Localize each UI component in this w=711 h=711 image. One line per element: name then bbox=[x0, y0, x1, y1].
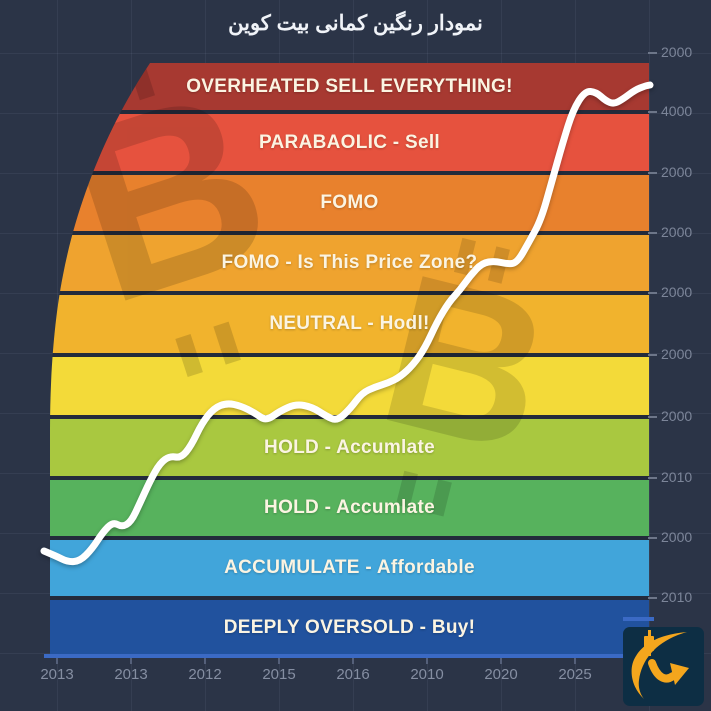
band-9 bbox=[50, 600, 649, 655]
band-label-8: ACCUMULATE - Affordable bbox=[224, 557, 475, 578]
band-label-6: HOLD - Accumlate bbox=[264, 436, 435, 458]
y-tick-label-5: 2000 bbox=[661, 346, 693, 362]
x-tick-label-0: 2013 bbox=[40, 666, 74, 683]
y-tick-label-4: 2000 bbox=[661, 284, 693, 300]
x-tick-label-1: 2013 bbox=[114, 666, 148, 683]
band-label-3: FOMO - Is This Price Zone? bbox=[221, 252, 478, 273]
x-tick-label-6: 2020 bbox=[484, 666, 518, 683]
y-tick-label-3: 2000 bbox=[661, 224, 693, 240]
band-6 bbox=[50, 419, 649, 476]
band-label-2: FOMO bbox=[320, 192, 379, 213]
y-tick-label-9: 2010 bbox=[661, 589, 693, 605]
band-label-9: DEEPLY OVERSOLD - Buy! bbox=[223, 616, 476, 638]
x-axis-line bbox=[44, 654, 652, 658]
x-tick-label-5: 2010 bbox=[410, 666, 444, 683]
x-tick-label-4: 2016 bbox=[336, 666, 370, 683]
band-3 bbox=[50, 235, 649, 291]
brand-logo-icon bbox=[631, 630, 689, 699]
band-1 bbox=[50, 114, 649, 171]
x-tick-label-3: 2015 bbox=[262, 666, 296, 683]
band-label-0: OVERHEATED SELL EVERYTHING! bbox=[186, 75, 513, 97]
band-8 bbox=[50, 540, 649, 596]
y-tick-label-1: 4000 bbox=[661, 103, 693, 119]
band-label-4: NEUTRAL - Hodl! bbox=[269, 313, 430, 334]
y-tick-label-8: 2000 bbox=[661, 529, 693, 545]
x-tick-label-7: 2025 bbox=[558, 666, 592, 683]
y-tick-label-2: 2000 bbox=[661, 164, 693, 180]
btc-price-line bbox=[40, 81, 654, 566]
y-tick-label-0: 2000 bbox=[661, 44, 693, 60]
x-tick-label-2: 2012 bbox=[188, 666, 222, 683]
band-0 bbox=[50, 63, 649, 110]
brand-logo bbox=[623, 627, 704, 706]
band-4 bbox=[50, 295, 649, 353]
band-5 bbox=[50, 357, 649, 415]
band-label-7: HOLD - Accumlate bbox=[264, 497, 435, 518]
y-tick-label-7: 2010 bbox=[661, 469, 693, 485]
axis-ticks bbox=[56, 52, 657, 664]
page-title: نمودار رنگین کمانی بیت کوین bbox=[228, 12, 483, 35]
y-tick-label-6: 2000 bbox=[661, 408, 693, 424]
band-label-1: PARABAOLIC - Sell bbox=[258, 131, 441, 153]
axis-line-fragment bbox=[623, 617, 654, 621]
